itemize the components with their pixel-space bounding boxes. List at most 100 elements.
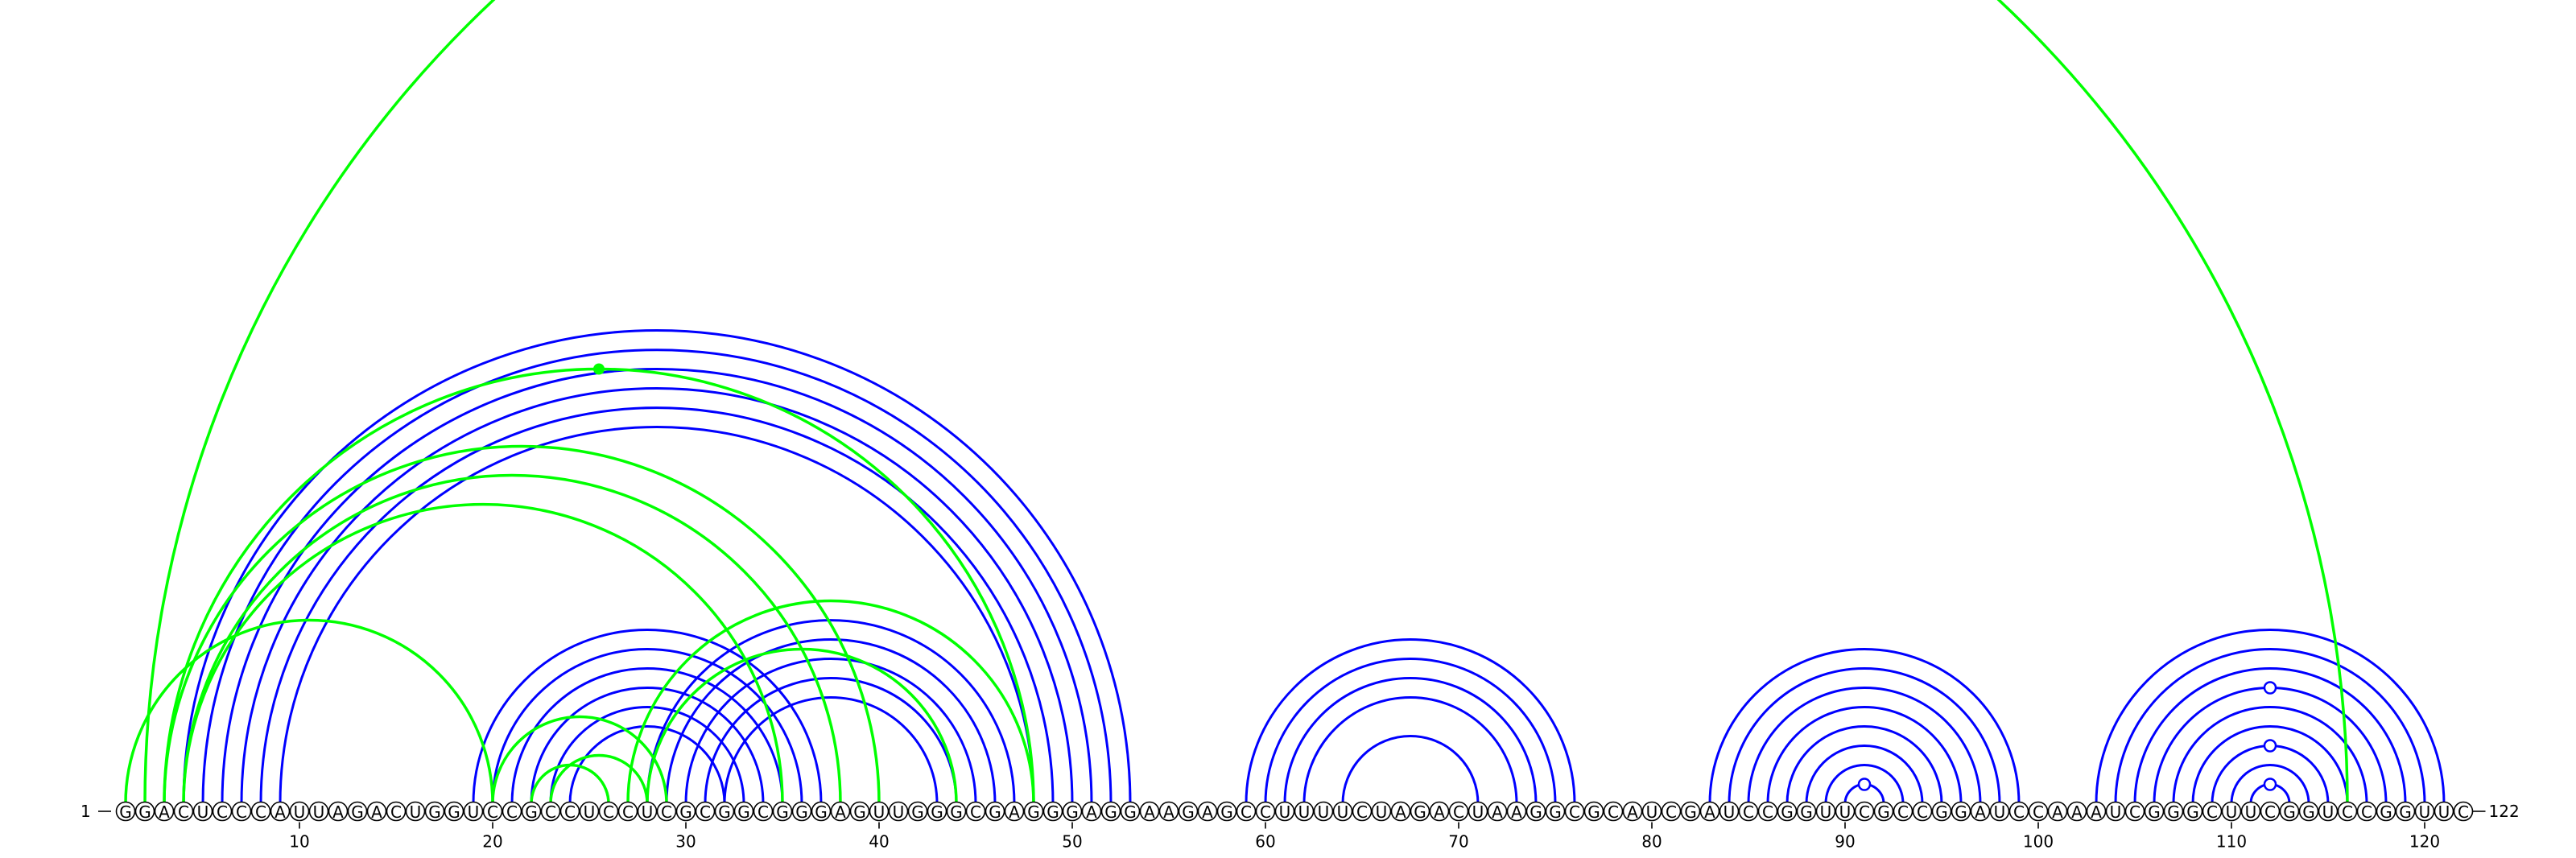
nucleotide-letter: A bbox=[1144, 802, 1155, 822]
nucleotide: G bbox=[791, 801, 812, 822]
nucleotide: C bbox=[231, 801, 252, 822]
nucleotide: G bbox=[1951, 801, 1971, 822]
nucleotide-circle bbox=[173, 801, 194, 822]
nucleotide: U bbox=[1332, 801, 1353, 822]
nucleotide: G bbox=[2376, 801, 2396, 822]
nucleotide: A bbox=[1487, 801, 1508, 822]
nucleotide-circle bbox=[250, 801, 271, 822]
nucleotide-circle bbox=[328, 801, 349, 822]
nucleotide-letter: G bbox=[1549, 802, 1562, 822]
nucleotide: G bbox=[907, 801, 928, 822]
nucleotide: U bbox=[2221, 801, 2242, 822]
nucleotide-letter: C bbox=[2013, 802, 2025, 822]
nucleotide-circle bbox=[1738, 801, 1759, 822]
base-pair-arc bbox=[491, 648, 803, 804]
nucleotide: U bbox=[192, 801, 213, 822]
nucleotide-circle bbox=[2086, 801, 2107, 822]
nucleotide-circle bbox=[2008, 801, 2029, 822]
nucleotide: G bbox=[1931, 801, 1952, 822]
nucleotide-letter: G bbox=[1877, 802, 1890, 822]
nucleotide: G bbox=[714, 801, 735, 822]
nucleotide-letter: C bbox=[2264, 802, 2276, 822]
nucleotide: G bbox=[2182, 801, 2203, 822]
nucleotide-letter: U bbox=[2322, 802, 2334, 822]
nucleotide-circle bbox=[1603, 801, 1624, 822]
nucleotide-circle bbox=[192, 801, 213, 822]
nucleotide-letter: G bbox=[911, 802, 924, 822]
nucleotide: C bbox=[1912, 801, 1933, 822]
nucleotide-circle bbox=[598, 801, 619, 822]
nucleotide: A bbox=[328, 801, 349, 822]
nucleotide: A bbox=[154, 801, 175, 822]
nucleotide: C bbox=[753, 801, 774, 822]
arc-marker bbox=[593, 363, 605, 375]
nucleotide-letter: G bbox=[1530, 802, 1542, 822]
nucleotide-letter: A bbox=[1086, 802, 1097, 822]
tick-label: 20 bbox=[482, 832, 502, 852]
loop-marker bbox=[2263, 739, 2277, 753]
nucleotide-circle bbox=[1854, 801, 1875, 822]
nucleotide-circle bbox=[1661, 801, 1682, 822]
nucleotide-circle bbox=[1893, 801, 1913, 822]
nucleotide-letter: G bbox=[679, 802, 692, 822]
nucleotide: A bbox=[1970, 801, 1991, 822]
nucleotide: U bbox=[2318, 801, 2339, 822]
nucleotide-circle bbox=[1951, 801, 1971, 822]
nucleotide-circle bbox=[444, 801, 464, 822]
nucleotide-circle bbox=[927, 801, 947, 822]
nucleotide: G bbox=[985, 801, 1005, 822]
nucleotide-letter: C bbox=[1569, 802, 1580, 822]
nucleotide-circle bbox=[1081, 801, 1102, 822]
nucleotide: G bbox=[2395, 801, 2416, 822]
nucleotide-letter: G bbox=[795, 802, 808, 822]
nucleotide-circle bbox=[2202, 801, 2223, 822]
nucleotide-circle bbox=[1448, 801, 1469, 822]
tick-label: 30 bbox=[675, 832, 696, 852]
nucleotide: C bbox=[250, 801, 271, 822]
nucleotide: U bbox=[1468, 801, 1488, 822]
nucleotide-letter: A bbox=[332, 802, 344, 822]
nucleotide-letter: U bbox=[1318, 802, 1330, 822]
base-pair-arc bbox=[646, 619, 1016, 804]
nucleotide-circle bbox=[2124, 801, 2145, 822]
nucleotide-letter: C bbox=[970, 802, 981, 822]
nucleotide-circle bbox=[1390, 801, 1411, 822]
nucleotide-letter: A bbox=[1202, 802, 1213, 822]
nucleotide-letter: G bbox=[2302, 802, 2315, 822]
nucleotide-letter: G bbox=[119, 802, 132, 822]
nucleotide-letter: C bbox=[2458, 802, 2469, 822]
nucleotide: C bbox=[965, 801, 986, 822]
nucleotide-letter: U bbox=[1724, 802, 1736, 822]
nucleotide: A bbox=[1506, 801, 1527, 822]
nucleotide: C bbox=[695, 801, 716, 822]
nucleotide: U bbox=[1313, 801, 1334, 822]
nucleotide-circle bbox=[270, 801, 291, 822]
nucleotide: G bbox=[675, 801, 696, 822]
tick-label: 100 bbox=[2023, 832, 2054, 852]
nucleotide: A bbox=[830, 801, 851, 822]
nucleotide: C bbox=[212, 801, 233, 822]
nucleotide-circle bbox=[617, 801, 638, 822]
nucleotide-circle bbox=[212, 801, 233, 822]
base-pair-arc bbox=[259, 406, 1055, 804]
nucleotide-circle bbox=[1777, 801, 1798, 822]
nucleotide-letter: G bbox=[1104, 802, 1117, 822]
nucleotide-circle bbox=[2318, 801, 2339, 822]
nucleotide-letter: U bbox=[584, 802, 596, 822]
nucleotide-circle bbox=[289, 801, 310, 822]
nucleotide: A bbox=[1429, 801, 1450, 822]
nucleotide-letter: G bbox=[776, 802, 789, 822]
nucleotide-circle bbox=[946, 801, 967, 822]
nucleotide-letter: G bbox=[1182, 802, 1195, 822]
nucleotide-letter: U bbox=[893, 802, 905, 822]
nucleotide-circle bbox=[2279, 801, 2300, 822]
nucleotide: C bbox=[2453, 801, 2474, 822]
nucleotide: U bbox=[637, 801, 658, 822]
nucleotide-letter: A bbox=[1492, 802, 1503, 822]
nucleotide: A bbox=[1699, 801, 1720, 822]
nucleotide: A bbox=[2066, 801, 2087, 822]
nucleotide-letter: G bbox=[1027, 802, 1040, 822]
nucleotide-letter: G bbox=[1414, 802, 1426, 822]
